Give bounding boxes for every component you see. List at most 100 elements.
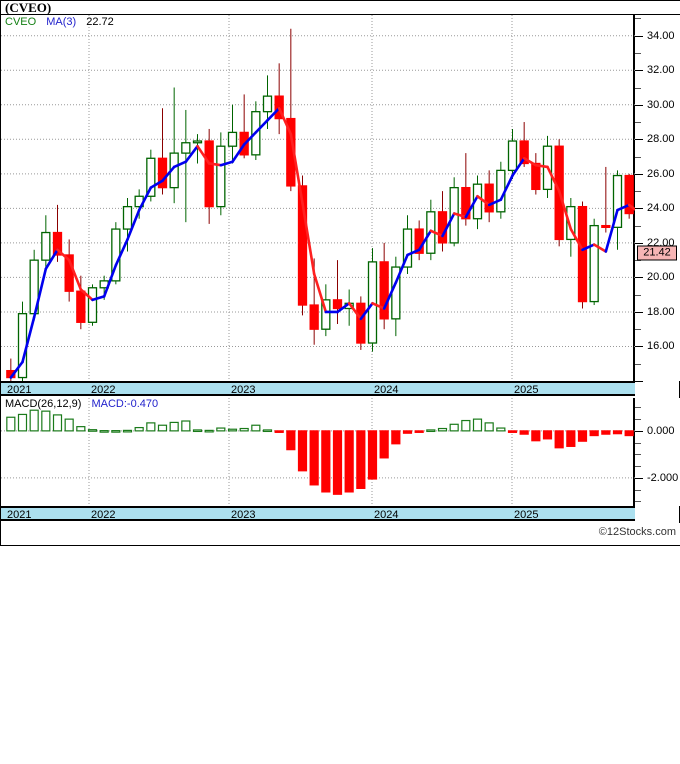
ma-line-segment [56, 248, 71, 262]
price-axis-tick [635, 122, 641, 124]
price-plot-area[interactable] [1, 15, 635, 381]
macd-axis-tick [635, 419, 641, 421]
price-axis-tick [635, 35, 643, 37]
ma-line-segment [67, 258, 83, 291]
macd-histogram-bar [612, 430, 623, 435]
macd-chart-svg [1, 398, 635, 506]
candlestick [356, 296, 366, 350]
macd-histogram-bar [239, 427, 249, 432]
x-axis-year-label-2022: 2022 [91, 509, 116, 521]
macd-histogram-bar [531, 430, 541, 442]
macd-axis: 0.000 -2.000 [635, 398, 680, 506]
ma-line-segment [102, 264, 118, 298]
candle-body [531, 162, 541, 191]
price-axis-label: 26.00 [647, 167, 675, 180]
macd-histogram-bar [321, 430, 331, 493]
ma-line-segment [126, 208, 141, 241]
ma-line-segment [242, 131, 258, 146]
candle-body [577, 205, 588, 303]
candle-body [507, 140, 518, 172]
ma-line-segment [487, 198, 503, 207]
price-axis-tick [635, 381, 643, 382]
candlestick [414, 220, 424, 261]
ma-line-segment [9, 360, 24, 379]
macd-histogram-bar [111, 430, 121, 433]
macd-histogram-bar [379, 430, 389, 459]
price-axis-tick [635, 277, 643, 279]
macd-axis-label: 0.000 [647, 424, 675, 437]
macd-histogram-bar [181, 420, 191, 432]
price-chart-svg [1, 15, 635, 381]
price-axis-tick [635, 260, 641, 262]
ma-line-segment [184, 144, 199, 164]
macd-histogram-bar [554, 430, 564, 449]
macd-axis-tick [635, 501, 641, 503]
candle-body [332, 299, 343, 310]
macd-plot-area[interactable] [1, 398, 635, 764]
legend-ma-label: MA(3) [46, 16, 77, 28]
candle-body [216, 145, 226, 208]
ma-line-segment [569, 227, 584, 252]
candle-body [41, 231, 51, 261]
candlestick [286, 28, 296, 192]
macd-histogram-bar [41, 410, 51, 432]
ma-line-segment [44, 248, 59, 271]
ma-line-segment [499, 174, 514, 202]
candlestick [461, 153, 471, 226]
candlestick [496, 161, 506, 219]
macd-histogram-bar [227, 428, 238, 432]
candlestick [17, 301, 28, 381]
candle-body [612, 174, 623, 228]
x-axis-year-label-2023: 2023 [231, 384, 256, 396]
ma-line-segment [219, 160, 234, 167]
price-axis-tick [635, 18, 641, 20]
macd-histogram-bar [29, 409, 39, 432]
price-axis-tick [635, 208, 643, 210]
candlestick [332, 260, 343, 325]
macd-histogram-bar [402, 430, 413, 434]
ma-line-segment [522, 156, 538, 167]
macd-axis-tick [635, 489, 641, 491]
macd-histogram-bar [414, 430, 424, 433]
candlestick [589, 218, 599, 306]
candle-body [204, 140, 214, 208]
candle-body [356, 302, 366, 344]
candlestick [402, 215, 413, 274]
ma-line-segment [172, 160, 188, 169]
copyright-label: ©12Stocks.com [598, 526, 676, 538]
price-axis-tick [635, 329, 641, 331]
price-axis-label: 28.00 [647, 133, 675, 146]
ma-line-segment [196, 144, 211, 165]
candle-body [601, 224, 611, 228]
price-axis-label: 24.00 [647, 202, 675, 215]
ma-line-segment [254, 119, 269, 134]
candlestick [367, 248, 378, 352]
x-axis-year-label-2025: 2025 [514, 509, 539, 521]
candle-body [379, 261, 389, 320]
macd-histogram-bar [577, 430, 588, 442]
macd-histogram-bar [332, 430, 343, 495]
macd-histogram-bar [6, 416, 16, 432]
macd-legend-name: MACD(26,12,9) [5, 398, 82, 410]
macd-chart-panel: MACD(26,12,9) MACD:-0.470 [1, 398, 635, 506]
ma-line-segment [441, 212, 456, 238]
ma-line-segment [266, 106, 281, 122]
legend-symbol: CVEO [5, 16, 37, 28]
ma-line-segment [289, 132, 304, 205]
candlestick [507, 128, 518, 180]
macd-histogram-bar [589, 430, 599, 437]
price-axis-tick [635, 139, 643, 141]
macd-histogram-bar [251, 424, 261, 432]
ma-line-segment [394, 253, 409, 284]
ma-line-segment [382, 281, 398, 310]
ma-line-segment [604, 208, 619, 253]
chart-footer: ©12Stocks.com [1, 523, 680, 545]
price-axis-tick [635, 104, 643, 106]
macd-histogram-bar [297, 430, 308, 472]
macd-axis-tick [635, 466, 641, 468]
candlestick [577, 201, 588, 309]
ma-line-segment [627, 203, 635, 211]
page-title: (CVEO) [5, 0, 52, 15]
candlestick [181, 109, 191, 223]
ma-line-segment [406, 248, 421, 257]
